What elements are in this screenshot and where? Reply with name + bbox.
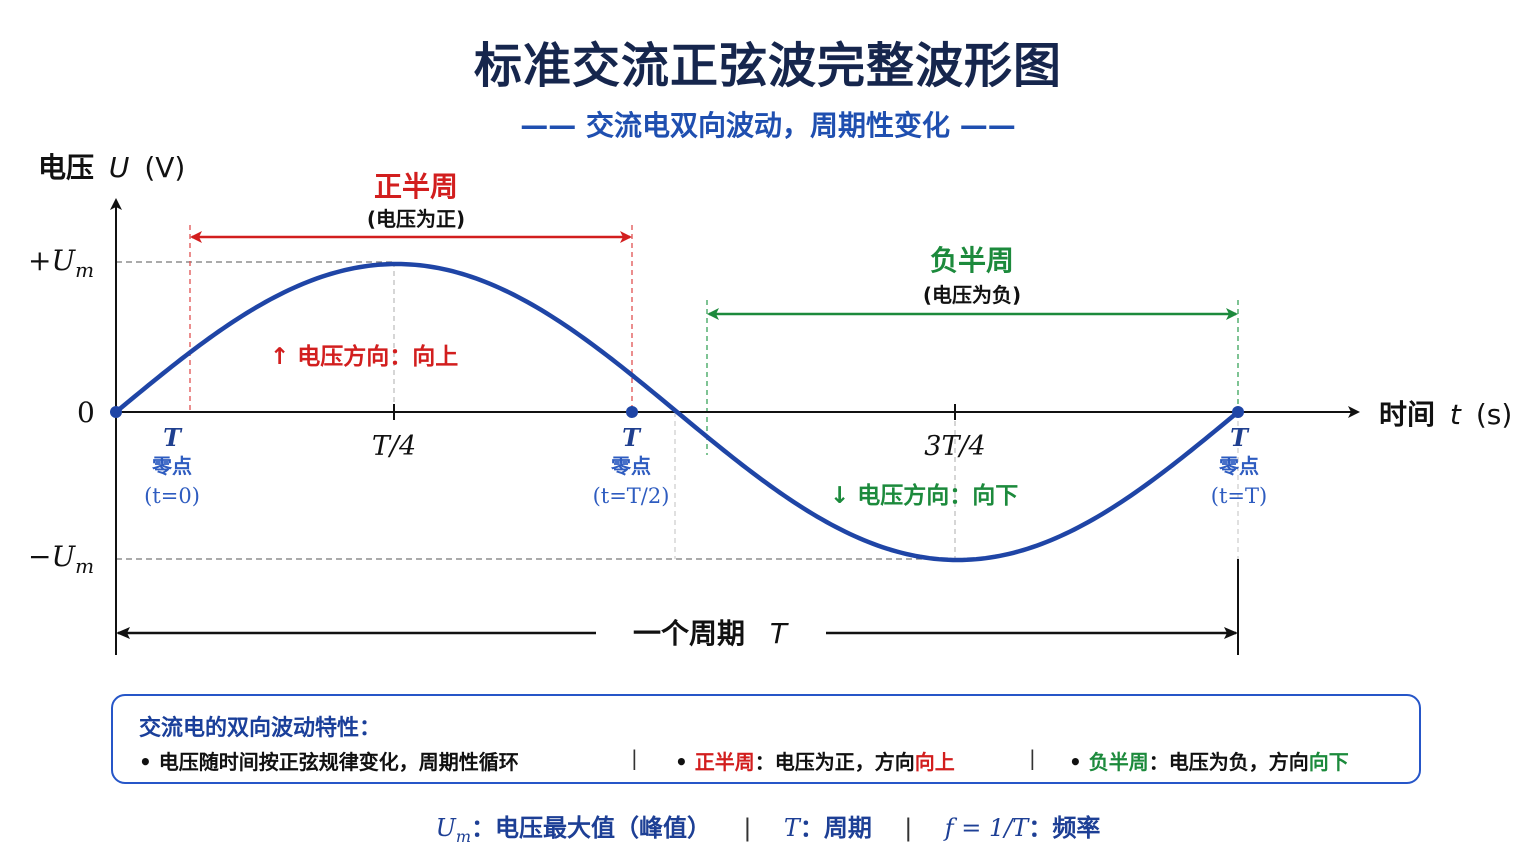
y-axis-label: 电压 U (V)	[38, 151, 185, 184]
legend-separator: |	[904, 814, 913, 842]
t-symbol: T	[783, 814, 800, 842]
um-description: ：电压最大值（峰值）	[471, 814, 712, 842]
zero-point-end	[1232, 406, 1244, 418]
zero-point-half	[626, 406, 638, 418]
y-tick-plus-um: +Um	[28, 244, 94, 282]
frequency-description: ：频率	[1028, 814, 1101, 842]
characteristic-sine-law: • 电压随时间按正弦规律变化，周期性循环	[139, 750, 519, 774]
svg-text:零点: 零点	[1218, 454, 1259, 478]
svg-text:T: T	[1230, 423, 1250, 452]
period-label: 一个周期 T	[633, 617, 789, 650]
zero-point-label-half: T 零点 (t=T/2)	[593, 423, 670, 508]
characteristic-separator: |	[1029, 746, 1036, 770]
legend-separator: |	[743, 814, 752, 842]
characteristic-separator: |	[631, 746, 638, 770]
sine-wave-curve	[113, 261, 1241, 563]
y-tick-minus-um: −Um	[28, 540, 94, 578]
svg-text:零点: 零点	[151, 454, 192, 478]
x-tick-label-three-quarter: 3T/4	[924, 431, 985, 462]
characteristic-negative-half: • 负半周：电压为负，方向向下	[1069, 750, 1349, 774]
t-description: ：周期	[799, 814, 872, 842]
frequency-formula: f = 1/T	[944, 814, 1029, 842]
positive-half-title: 正半周	[374, 170, 458, 203]
negative-half-note: (电压为负)	[923, 283, 1021, 307]
zero-point-start	[110, 406, 122, 418]
negative-direction-label: ↓ 电压方向：向下	[830, 482, 1018, 509]
x-axis-label: 时间 t (s)	[1379, 398, 1512, 431]
svg-text:T: T	[163, 423, 183, 452]
positive-half-note: (电压为正)	[367, 207, 465, 231]
svg-text:(t=T/2): (t=T/2)	[593, 484, 670, 508]
svg-text:零点: 零点	[610, 454, 651, 478]
um-symbol: Um	[435, 814, 472, 846]
page-title: 标准交流正弦波完整波形图	[473, 38, 1062, 94]
negative-half-title: 负半周	[930, 244, 1014, 277]
y-tick-zero: 0	[77, 396, 95, 429]
characteristic-positive-half: • 正半周：电压为正，方向向上	[675, 750, 955, 774]
characteristics-box: 交流电的双向波动特性： • 电压随时间按正弦规律变化，周期性循环 | • 正半周…	[111, 694, 1421, 784]
characteristics-title: 交流电的双向波动特性：	[139, 716, 382, 741]
zero-point-label-start: T 零点 (t=0)	[144, 423, 200, 508]
page-subtitle: —— 交流电双向波动，周期性变化 ——	[520, 109, 1016, 142]
x-tick-label-quarter: T/4	[372, 431, 416, 462]
positive-direction-label: ↑ 电压方向：向上	[270, 343, 458, 370]
symbol-legend: Um：电压最大值（峰值） | T：周期 | f = 1/T：频率	[0, 808, 1536, 846]
svg-text:(t=T): (t=T)	[1211, 484, 1267, 508]
svg-text:T: T	[622, 423, 642, 452]
zero-point-label-end: T 零点 (t=T)	[1211, 423, 1267, 508]
sine-wave-diagram: 电压 U (V) 时间 t (s) +Um 0 −Um T/4 3T/4 T 零…	[28, 151, 1512, 655]
svg-text:(t=0): (t=0)	[144, 484, 200, 508]
